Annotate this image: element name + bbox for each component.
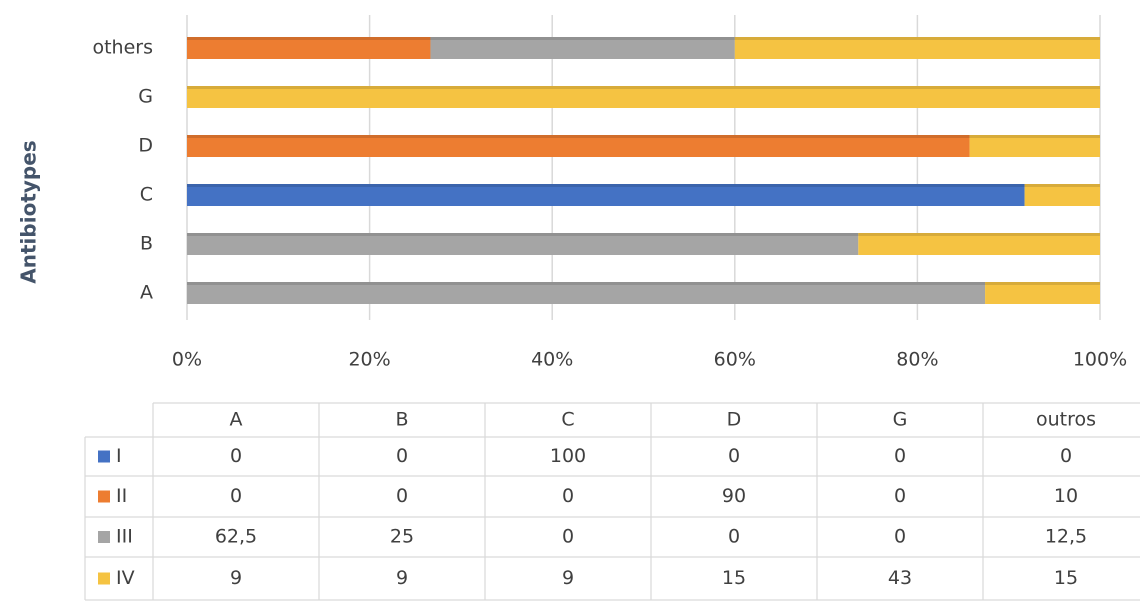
y-tick-label: B [140, 233, 153, 255]
table-cell: 0 [230, 485, 242, 507]
table-cell: 0 [396, 445, 408, 467]
table-cell: 0 [728, 445, 740, 467]
x-tick-label: 60% [714, 349, 756, 371]
bar-top-edge [187, 37, 1100, 40]
table-cell: 100 [550, 445, 586, 467]
bar-top-edge [187, 233, 1100, 236]
table-cell: 9 [562, 567, 574, 589]
legend-key [98, 450, 110, 463]
table-cell: 9 [230, 567, 242, 589]
table-header: A [230, 409, 243, 431]
legend-key [98, 490, 110, 503]
y-tick-label: C [140, 184, 153, 206]
bar-segment [430, 37, 735, 59]
table-header: outros [1036, 409, 1096, 431]
y-tick-label: G [138, 86, 153, 108]
bar-segment [734, 37, 1100, 59]
y-axis-label: Antibiotypes [17, 140, 41, 283]
table-cell: 0 [230, 445, 242, 467]
table-cell: 90 [722, 485, 746, 507]
table-header: C [561, 409, 574, 431]
table-cell: 0 [894, 485, 906, 507]
legend-label: III [116, 526, 133, 548]
legend-label: IV [116, 567, 135, 589]
x-tick-label: 80% [896, 349, 938, 371]
table-header: G [893, 409, 908, 431]
table-cell: 0 [1060, 445, 1072, 467]
x-tick-label: 0% [172, 349, 202, 371]
bar-segment [969, 135, 1100, 157]
y-tick-label: D [138, 135, 153, 157]
table-cell: 0 [562, 526, 574, 548]
table-cell: 0 [562, 485, 574, 507]
x-tick-label: 20% [348, 349, 390, 371]
bar-top-edge [187, 86, 1100, 89]
bar-top-edge [187, 282, 1100, 285]
table-cell: 15 [722, 567, 746, 589]
table-cell: 0 [894, 445, 906, 467]
legend-label: II [116, 485, 127, 507]
bar-segment [858, 233, 1100, 255]
bar-segment [187, 184, 1025, 206]
y-tick-label: A [140, 282, 153, 304]
y-tick-label: others [92, 37, 153, 59]
bar-top-edge [187, 184, 1100, 187]
bar-segment [187, 37, 431, 59]
table-cell: 15 [1054, 567, 1078, 589]
bar-segment [985, 282, 1100, 304]
x-tick-label: 40% [531, 349, 573, 371]
bar-segment [187, 86, 1100, 108]
bar-segment [187, 135, 970, 157]
x-tick-label: 100% [1073, 349, 1127, 371]
bar-segment [187, 282, 986, 304]
table-cell: 25 [390, 526, 414, 548]
legend-key [98, 572, 110, 585]
table-cell: 12,5 [1045, 526, 1087, 548]
bar-top-edge [187, 135, 1100, 138]
table-header: B [395, 409, 408, 431]
bar-segment [187, 233, 859, 255]
table-cell: 0 [894, 526, 906, 548]
table-cell: 0 [396, 485, 408, 507]
table-cell: 0 [728, 526, 740, 548]
legend-key [98, 531, 110, 543]
legend-label: I [116, 445, 122, 467]
table-cell: 10 [1054, 485, 1078, 507]
table-header: D [727, 409, 742, 431]
table-cell: 62,5 [215, 526, 257, 548]
table-cell: 43 [888, 567, 912, 589]
table-cell: 9 [396, 567, 408, 589]
bar-segment [1024, 184, 1100, 206]
